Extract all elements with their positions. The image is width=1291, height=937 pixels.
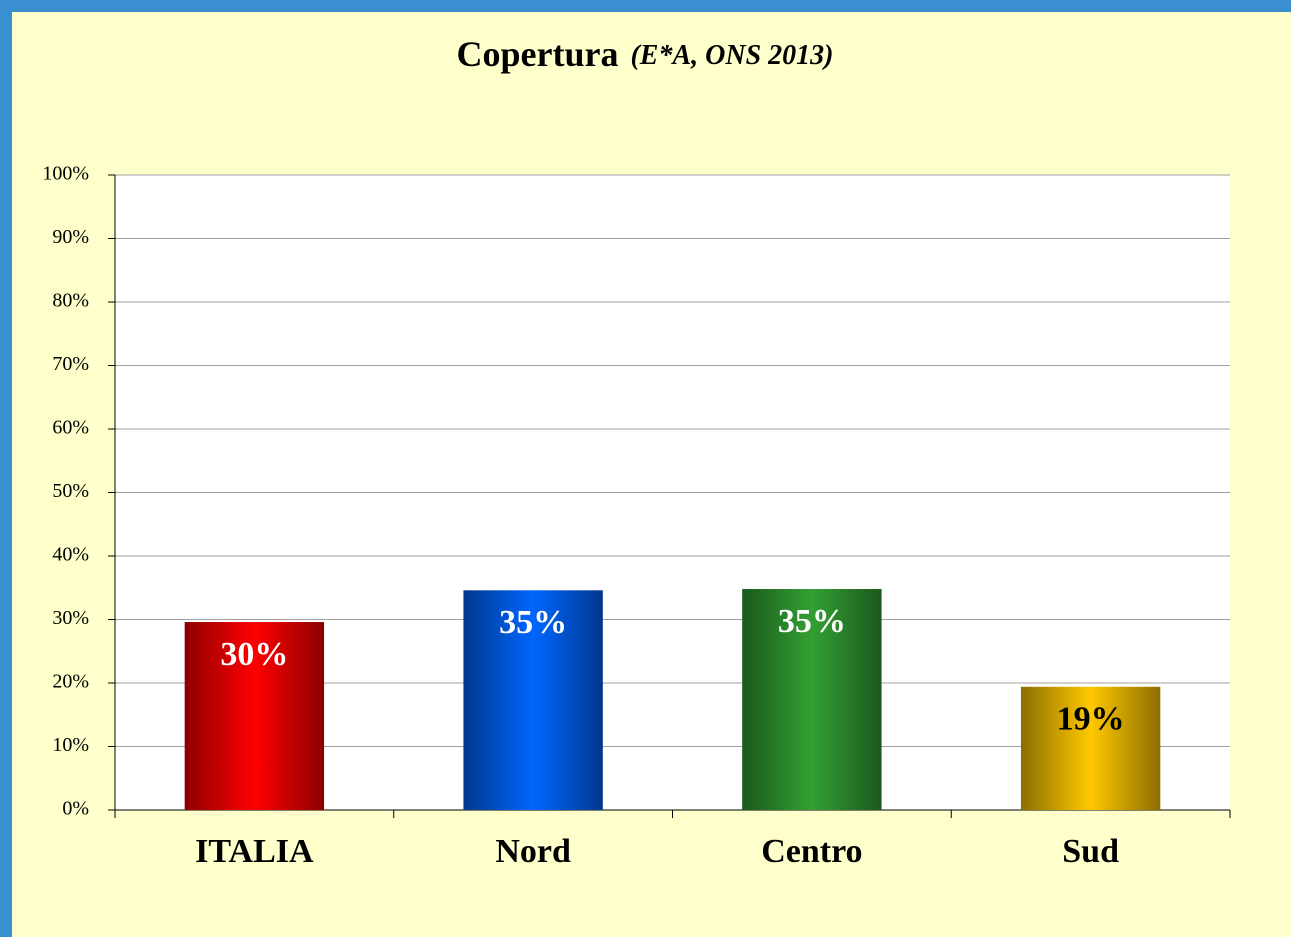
- bar: [463, 590, 603, 810]
- chart-subtitle: (E*A, ONS 2013): [630, 40, 833, 71]
- y-tick-label: 50%: [52, 480, 89, 502]
- y-tick-label: 20%: [52, 671, 89, 693]
- chart-title: Copertura: [457, 34, 619, 74]
- y-tick-label: 10%: [52, 734, 89, 756]
- value-label: 19%: [1057, 701, 1125, 738]
- x-tick-label: ITALIA: [195, 833, 314, 870]
- y-tick-label: 100%: [42, 163, 89, 185]
- bar: [1020, 686, 1161, 810]
- y-tick-label: 80%: [52, 290, 89, 312]
- bar: [742, 589, 882, 810]
- x-tick-label: Centro: [761, 833, 862, 870]
- y-tick-label: 70%: [52, 353, 89, 375]
- x-tick-label: Nord: [495, 833, 571, 870]
- value-label: 35%: [499, 604, 567, 641]
- bar: [184, 622, 325, 810]
- value-label: 30%: [220, 636, 288, 673]
- chart-title-line: Copertura (E*A, ONS 2013): [457, 34, 834, 74]
- y-tick-label: 90%: [52, 226, 89, 248]
- value-label: 35%: [778, 603, 846, 640]
- y-tick-label: 30%: [52, 607, 89, 629]
- y-tick-label: 60%: [52, 417, 89, 439]
- x-tick-label: Sud: [1062, 833, 1119, 870]
- y-tick-label: 0%: [62, 798, 89, 820]
- y-tick-label: 40%: [52, 544, 89, 566]
